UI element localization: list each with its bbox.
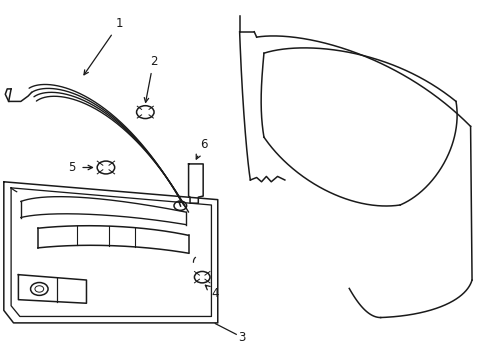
Text: 3: 3: [237, 331, 244, 344]
Text: 6: 6: [196, 138, 207, 159]
Text: 4: 4: [205, 285, 219, 300]
Text: 5: 5: [68, 161, 76, 174]
Text: 2: 2: [144, 55, 157, 102]
Text: 1: 1: [84, 17, 123, 75]
